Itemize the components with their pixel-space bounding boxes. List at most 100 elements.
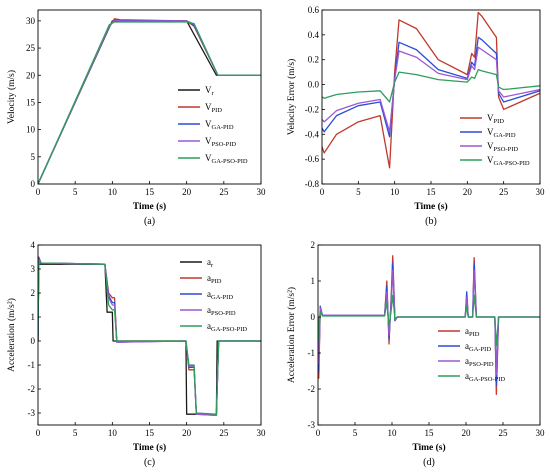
x-tick-label: 15 <box>145 428 155 438</box>
x-tick-label: 20 <box>463 187 473 197</box>
plot-frame <box>37 244 262 426</box>
y-tick-label: 0.6 <box>308 5 320 15</box>
legend-entry: aPSO-PID <box>465 356 494 368</box>
y-tick-label: 30 <box>26 16 36 26</box>
x-tick-label: 25 <box>499 187 509 197</box>
plot-frame <box>317 244 541 426</box>
series-line-a-r <box>38 263 261 415</box>
x-tick-label: 20 <box>182 187 192 197</box>
series-line-V-GA-PSO-PID <box>38 21 261 184</box>
series-line-a-PID <box>318 255 540 396</box>
legend-entry: Vr <box>205 85 215 97</box>
y-tick-label: -0.4 <box>305 129 320 139</box>
plot-frame <box>321 9 541 185</box>
series-line-V-GA-PID <box>322 36 540 138</box>
series-line-a-GA-PSO-PID <box>38 261 261 415</box>
x-tick-label: 0 <box>36 187 41 197</box>
y-tick-label: 0 <box>311 312 316 322</box>
x-tick-label: 5 <box>356 187 361 197</box>
x-tick-label: 10 <box>108 187 118 197</box>
y-axis-label: Velocity (m/s) <box>6 70 17 124</box>
chart-panel-3: 0 5 10 15 20 25 30 -3 -2 -1 0 1 2 3 4 Time (s) Accelerat… <box>6 240 266 468</box>
y-tick-label: -1 <box>28 360 36 370</box>
y-tick-label: 2 <box>31 288 36 298</box>
y-tick-label: 0 <box>31 336 36 346</box>
y-tick-label: 0.0 <box>308 80 320 90</box>
x-tick-label: 25 <box>219 187 229 197</box>
y-tick-label: -2 <box>28 384 36 394</box>
y-tick-label: -2 <box>308 384 316 394</box>
series-line-a-GA-PID <box>318 262 540 387</box>
legend-entry: VGA-PSO-PID <box>487 155 530 167</box>
legend-entry: ar <box>207 257 214 269</box>
legend: ar aPID aGA-PID aPSO-PID aGA-PSO-PID <box>180 257 247 333</box>
panel-label: (c) <box>144 457 155 468</box>
series-line-V-PSO-PID <box>322 46 540 133</box>
x-tick-label: 0 <box>36 428 41 438</box>
series-line-a-GA-PID <box>38 257 261 417</box>
x-tick-label: 30 <box>257 428 267 438</box>
x-tick-label: 10 <box>390 187 400 197</box>
y-tick-label: 0 <box>31 179 36 189</box>
legend-entry: aGA-PSO-PID <box>207 321 247 333</box>
x-tick-label: 5 <box>353 428 358 438</box>
x-tick-label: 20 <box>462 428 472 438</box>
y-tick-label: 25 <box>26 43 36 53</box>
series-line-a-PSO-PID <box>38 258 261 417</box>
x-axis-label: Time (s) <box>412 442 445 453</box>
x-tick-label: 30 <box>536 187 546 197</box>
y-tick-label: -0.6 <box>305 154 320 164</box>
y-axis-label: Acceleration Error (m/s²) <box>286 287 297 383</box>
x-axis-label: Time (s) <box>133 201 166 212</box>
y-axis-label: Velocity Error (m/s) <box>286 59 297 136</box>
y-tick-label: 5 <box>31 152 36 162</box>
y-tick-label: 2 <box>311 240 316 250</box>
series-line-V-PID <box>322 11 540 169</box>
x-tick-label: 15 <box>425 428 435 438</box>
series-line-a-GA-PSO-PID <box>318 294 540 347</box>
legend-entry: aGA-PID <box>465 341 491 353</box>
legend-entry: VPID <box>205 102 222 114</box>
series-line-a-PSO-PID <box>318 269 540 376</box>
legend-entry: aPID <box>207 273 222 285</box>
legend-entry: VGA-PID <box>205 119 234 131</box>
legend-entry: aGA-PSO-PID <box>465 371 505 383</box>
panel-label: (d) <box>423 457 435 468</box>
series-line-V-GA-PSO-PID <box>322 69 540 103</box>
legend-entry: VGA-PID <box>487 127 516 139</box>
x-axis-label: Time (s) <box>414 201 447 212</box>
legend: VPID VGA-PID VPSO-PID VGA-PSO-PID <box>460 113 530 167</box>
x-tick-label: 5 <box>73 187 78 197</box>
x-tick-label: 15 <box>145 187 155 197</box>
chart-panel-4: 0 5 10 15 20 25 30 -3 -2 -1 0 1 2 Time (s) Acceleratio… <box>286 240 545 468</box>
legend-entry: aGA-PID <box>207 289 233 301</box>
y-tick-label: 1 <box>311 276 316 286</box>
chart-panel-1: 0 5 10 15 20 25 30 0 5 10 15 20 25 30 Time (s) Velocity… <box>6 9 267 227</box>
y-tick-label: 0.2 <box>308 55 319 65</box>
y-tick-label: 10 <box>26 125 36 135</box>
legend: aPID aGA-PID aPSO-PID aGA-PSO-PID <box>438 326 505 383</box>
y-tick-label: 20 <box>26 70 36 80</box>
legend-entry: aPID <box>465 326 480 338</box>
panel-label: (a) <box>144 216 155 227</box>
y-tick-label: -3 <box>308 420 316 430</box>
x-tick-label: 10 <box>388 428 398 438</box>
legend-entry: VPID <box>487 113 504 125</box>
x-tick-label: 0 <box>316 428 321 438</box>
y-tick-label: 15 <box>26 97 36 107</box>
x-tick-label: 15 <box>427 187 437 197</box>
y-tick-label: 1 <box>31 312 36 322</box>
x-tick-label: 25 <box>219 428 229 438</box>
series-line-a-PID <box>38 256 261 417</box>
x-tick-label: 30 <box>536 428 546 438</box>
y-axis-label: Acceleration (m/s²) <box>6 298 17 372</box>
x-tick-label: 25 <box>499 428 509 438</box>
panel-label: (b) <box>425 216 437 227</box>
legend-entry: VPSO-PID <box>205 136 236 148</box>
x-tick-label: 30 <box>257 187 267 197</box>
x-tick-label: 5 <box>73 428 78 438</box>
legend-entry: aPSO-PID <box>207 305 236 317</box>
y-tick-label: -0.8 <box>305 179 320 189</box>
x-axis-label: Time (s) <box>133 442 166 453</box>
